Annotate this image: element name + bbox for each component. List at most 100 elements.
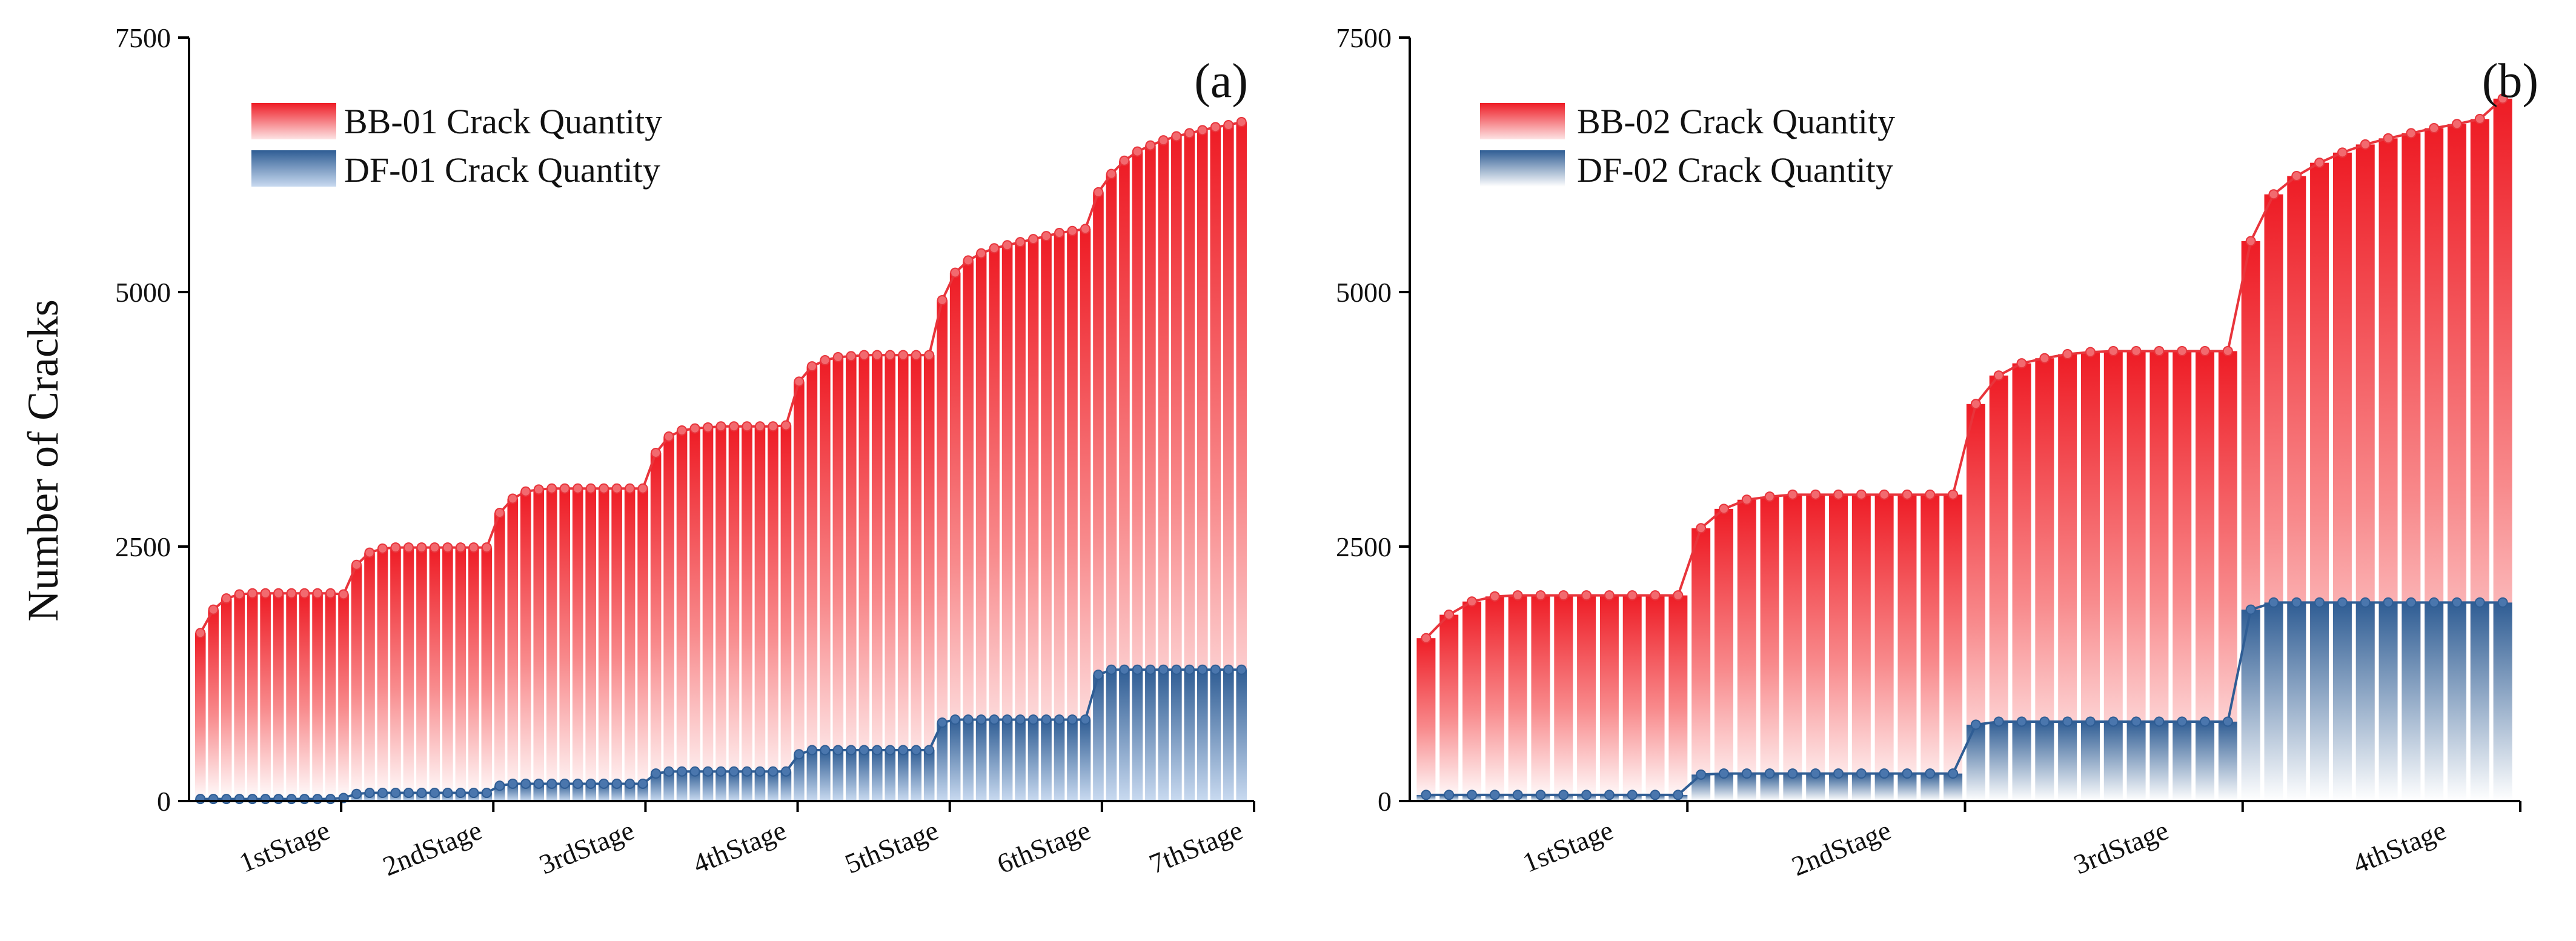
bar — [1132, 670, 1143, 801]
bar — [689, 771, 700, 801]
bar — [975, 719, 987, 801]
data-point — [611, 778, 622, 789]
bar — [1485, 596, 1504, 801]
bar — [858, 750, 870, 801]
data-point — [832, 352, 843, 363]
data-point — [481, 788, 492, 799]
data-point — [273, 588, 284, 599]
data-point — [1145, 140, 1156, 151]
bar — [885, 355, 896, 801]
series-markers — [195, 116, 1247, 639]
bar — [1054, 719, 1065, 801]
data-point — [1119, 155, 1130, 166]
bar — [1210, 670, 1221, 801]
data-point — [728, 766, 739, 777]
bar — [1236, 670, 1247, 801]
data-point — [1489, 790, 1500, 800]
data-point — [1512, 790, 1523, 800]
data-point — [1093, 670, 1104, 680]
data-point — [1856, 489, 1867, 500]
data-point — [1467, 790, 1478, 800]
legend-b: BB-02 Crack Quantity DF-02 Crack Quantit… — [1480, 102, 1895, 190]
legend-label-df02: DF-02 Crack Quantity — [1577, 150, 1893, 190]
series-bb-bars — [194, 122, 1247, 802]
data-point — [2245, 604, 2256, 615]
data-point — [754, 421, 765, 432]
series-df-bars — [1416, 602, 2512, 801]
bar — [754, 426, 766, 801]
data-point — [2131, 716, 2142, 727]
x-category-label: 3rdStage — [535, 814, 639, 880]
data-point — [507, 493, 518, 504]
data-point — [2108, 345, 2119, 356]
data-point — [494, 780, 505, 791]
data-point — [377, 788, 388, 799]
legend-swatch-bb02 — [1480, 103, 1565, 139]
data-point — [468, 788, 479, 799]
bar — [794, 381, 805, 801]
data-point — [1184, 128, 1195, 139]
bar — [2218, 721, 2237, 801]
bar — [1645, 595, 1665, 801]
bar — [1001, 719, 1013, 801]
data-point — [858, 745, 869, 756]
bar — [1145, 670, 1156, 801]
data-point — [377, 543, 388, 554]
bar — [1668, 595, 1688, 801]
legend-swatch-df01 — [251, 150, 336, 187]
data-point — [585, 483, 596, 494]
data-point — [1184, 664, 1195, 675]
bar — [1714, 508, 1733, 801]
data-point — [885, 745, 895, 756]
data-point — [2314, 597, 2325, 608]
data-point — [2222, 716, 2233, 727]
data-point — [1902, 768, 1913, 779]
bar — [820, 360, 831, 801]
bar — [338, 594, 349, 801]
bar — [2012, 721, 2031, 801]
data-point — [1054, 714, 1065, 725]
data-point — [468, 542, 479, 553]
data-point — [1132, 664, 1143, 675]
data-point — [1223, 664, 1234, 675]
data-point — [911, 350, 921, 361]
data-point — [1106, 664, 1117, 675]
data-point — [2245, 236, 2256, 247]
data-point — [481, 542, 492, 553]
data-point — [677, 425, 688, 436]
data-point — [1197, 125, 1208, 136]
data-point — [429, 542, 440, 553]
data-point — [2474, 113, 2485, 124]
bar — [2035, 721, 2054, 801]
data-point — [1581, 590, 1592, 601]
data-point — [911, 745, 921, 756]
panel-a: 0 2500 5000 7500 1stStage 2ndStage 3rdStage 4th… — [115, 22, 1255, 882]
data-point — [1718, 504, 1729, 514]
data-point — [1132, 146, 1143, 157]
data-point — [1041, 231, 1052, 242]
series-markers — [195, 664, 1247, 805]
y-tick-label: 7500 — [115, 22, 171, 53]
data-point — [1080, 224, 1090, 234]
data-point — [2131, 345, 2142, 356]
data-point — [2062, 716, 2073, 727]
y-tick-label: 2500 — [115, 531, 171, 562]
data-point — [364, 547, 375, 558]
data-point — [832, 745, 843, 756]
data-point — [507, 778, 518, 789]
bar — [520, 491, 531, 801]
bar — [1944, 494, 1963, 801]
data-point — [585, 778, 596, 789]
data-point — [1467, 596, 1478, 607]
bar — [260, 593, 271, 801]
bar — [1508, 595, 1527, 801]
data-point — [494, 508, 505, 519]
data-point — [2337, 597, 2348, 608]
data-point — [742, 766, 752, 777]
bar — [911, 750, 922, 801]
data-point — [533, 484, 544, 495]
data-point — [1512, 590, 1523, 601]
bar — [806, 750, 818, 801]
data-point — [195, 628, 206, 639]
